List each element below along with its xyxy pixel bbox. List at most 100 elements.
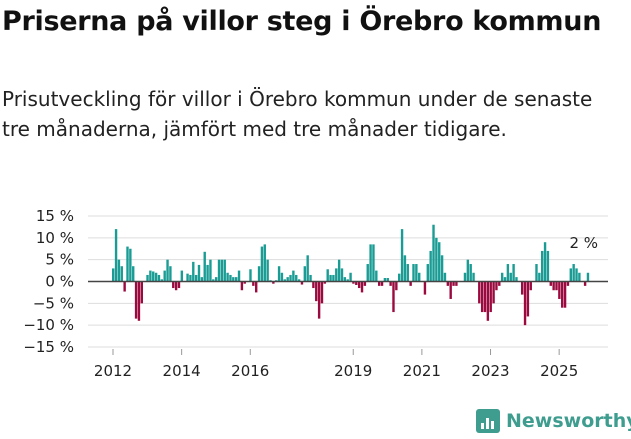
- bar: [174, 281, 178, 291]
- bar: [380, 281, 384, 286]
- brand-name: Newsworthy: [506, 410, 631, 432]
- bar: [229, 274, 232, 282]
- bar: [443, 272, 447, 282]
- x-tick-label: 2021: [403, 362, 441, 380]
- bar: [317, 281, 321, 319]
- bar: [212, 279, 215, 282]
- bar: [189, 274, 192, 282]
- bar: [123, 281, 126, 292]
- bar: [566, 281, 570, 286]
- bar: [286, 277, 289, 282]
- bar: [429, 250, 432, 282]
- bar: [355, 281, 358, 285]
- bar: [214, 277, 218, 282]
- bar: [555, 281, 558, 291]
- bar: [480, 281, 484, 313]
- bar: [489, 281, 492, 313]
- bar: [418, 272, 421, 282]
- bar: [398, 273, 401, 282]
- bar: [152, 271, 155, 282]
- bar: [515, 277, 518, 282]
- bar: [323, 281, 327, 284]
- bar: [440, 255, 444, 282]
- bar: [586, 272, 590, 282]
- bar: [452, 281, 455, 286]
- bar: [435, 237, 438, 282]
- bar: [120, 266, 123, 282]
- bar: [203, 251, 206, 282]
- bar: [483, 281, 487, 313]
- bar: [495, 281, 498, 291]
- bar: [403, 255, 407, 282]
- bar: [237, 270, 241, 282]
- bar: [169, 266, 172, 282]
- bar: [240, 281, 244, 291]
- bar: [357, 281, 361, 289]
- bar: [180, 270, 184, 282]
- bar: [146, 274, 149, 282]
- bar: [197, 264, 201, 282]
- y-tick-label: 0 %: [45, 273, 74, 291]
- bar: [546, 250, 550, 282]
- bar: [346, 279, 349, 282]
- bar: [320, 281, 324, 304]
- bar: [163, 270, 166, 282]
- bar: [386, 278, 389, 282]
- bar: [172, 281, 175, 289]
- bar: [472, 272, 475, 282]
- bar: [506, 264, 510, 282]
- y-tick-label: −5 %: [33, 294, 74, 312]
- bar: [352, 281, 355, 284]
- bar: [463, 272, 467, 282]
- x-tick-label: 2023: [471, 362, 509, 380]
- bar: [134, 281, 138, 319]
- bar: [315, 281, 318, 302]
- logo-chart-icon: [476, 409, 500, 433]
- bar: [340, 268, 344, 282]
- bar: [400, 229, 404, 282]
- bar: [306, 255, 309, 282]
- bar: [343, 277, 347, 282]
- bar: [149, 270, 152, 282]
- bar: [283, 279, 286, 282]
- bar: [360, 281, 364, 293]
- bar: [303, 266, 307, 282]
- bar: [543, 242, 547, 282]
- bar: [297, 279, 301, 282]
- x-tick-label: 2014: [163, 362, 201, 380]
- bar: [257, 266, 261, 282]
- bar: [137, 281, 141, 321]
- bar: [492, 281, 495, 304]
- bar: [252, 281, 255, 286]
- bar: [337, 259, 341, 282]
- bar: [280, 272, 284, 282]
- bar: [194, 274, 198, 282]
- bar: [406, 264, 409, 282]
- bar: [529, 281, 532, 291]
- bar: [509, 272, 512, 282]
- bar: [192, 261, 195, 282]
- bar: [200, 277, 204, 282]
- bar: [449, 281, 452, 299]
- bar: [234, 277, 238, 282]
- bar: [526, 281, 530, 317]
- bar: [541, 250, 544, 282]
- bar: [223, 259, 226, 282]
- newsworthy-logo: Newsworthy: [476, 409, 631, 433]
- bar: [583, 281, 587, 286]
- y-tick-label: 15 %: [36, 207, 74, 225]
- bar: [249, 269, 252, 282]
- bar: [455, 281, 458, 286]
- bar: [363, 281, 367, 286]
- bar: [520, 281, 524, 295]
- bar: [569, 268, 572, 282]
- chart-subtitle: Prisutveckling för villor i Örebro kommu…: [2, 87, 593, 141]
- y-tick-label: −15 %: [23, 338, 74, 356]
- bar: [549, 281, 552, 286]
- x-tick-label: 2012: [94, 362, 132, 380]
- bar: [349, 272, 352, 282]
- y-tick-label: −10 %: [23, 316, 74, 334]
- bar: [160, 279, 164, 282]
- y-tick-label: 10 %: [36, 229, 74, 247]
- bar: [412, 264, 415, 282]
